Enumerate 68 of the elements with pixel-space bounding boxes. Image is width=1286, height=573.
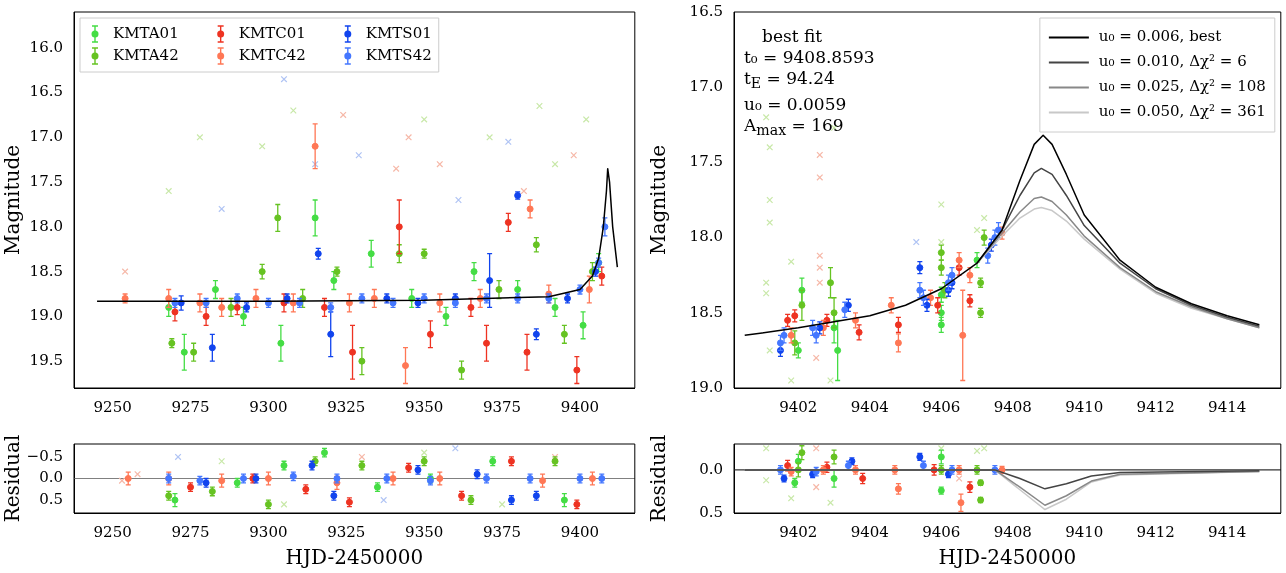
y-tick-label: 16.0 [29, 37, 63, 56]
y-tick-label: 17.0 [689, 77, 723, 96]
y-tick-label: 0.0 [39, 468, 63, 487]
y-axis-title: Residual [0, 434, 25, 523]
y-tick-label: 19.5 [29, 351, 63, 370]
x-tick-label: 9414 [1208, 397, 1247, 416]
y-tick-label: 0.5 [39, 489, 63, 508]
x-tick-label: 9350 [405, 397, 444, 416]
x-tick-label: 9325 [327, 522, 366, 541]
y-tick-label: 19.0 [689, 377, 723, 396]
x-tick-label: 9300 [249, 522, 288, 541]
x-tick-label: 9410 [1065, 397, 1104, 416]
x-tick-label: 9350 [405, 522, 444, 541]
x-tick-label: 9375 [482, 397, 522, 416]
y-tick-label: 17.5 [29, 171, 63, 190]
y-tick-label: −0.5 [26, 446, 63, 465]
legend-label: u₀ = 0.050, Δχ² = 361 [1098, 102, 1266, 121]
y-tick-label: 0.5 [699, 502, 723, 521]
x-axis-title: HJD-2450000 [938, 545, 1077, 570]
legend-label: KMTC42 [238, 45, 306, 64]
x-tick-label: 9408 [993, 522, 1032, 541]
annotation: best fit [761, 26, 824, 47]
annotation: A$_{max}$ = 169 [744, 115, 845, 141]
y-tick-label: 0.0 [699, 459, 723, 478]
x-tick-label: 9325 [327, 397, 366, 416]
x-tick-label: 9406 [922, 397, 961, 416]
x-tick-label: 9408 [993, 397, 1032, 416]
x-axis-title: HJD-2450000 [285, 545, 424, 570]
x-tick-label: 9375 [482, 522, 522, 541]
legend-label: u₀ = 0.025, Δχ² = 108 [1098, 77, 1266, 96]
legend-label: KMTS01 [365, 23, 432, 42]
x-tick-label: 9250 [93, 522, 132, 541]
x-tick-label: 9400 [560, 397, 600, 416]
y-tick-label: 16.5 [689, 1, 723, 20]
y-axis-title: Residual [646, 434, 671, 523]
x-tick-label: 9414 [1208, 522, 1247, 541]
x-tick-label: 9412 [1136, 522, 1175, 541]
legend-label: KMTA42 [113, 45, 179, 64]
x-tick-label: 9404 [850, 397, 889, 416]
legend-label: KMTC01 [238, 23, 306, 42]
x-tick-label: 9402 [779, 522, 818, 541]
annotation: t$_{E}$ = 94.24 [744, 68, 836, 94]
y-tick-label: 18.5 [29, 261, 63, 280]
legend-label: KMTS42 [365, 45, 432, 64]
x-tick-label: 9250 [93, 397, 132, 416]
x-tick-label: 9400 [560, 522, 600, 541]
legend-label: u₀ = 0.010, Δχ² = 6 [1098, 52, 1247, 71]
y-axis-title: Magnitude [0, 144, 25, 256]
legend-label: KMTA01 [113, 23, 179, 42]
y-tick-label: 18.0 [689, 227, 723, 246]
y-tick-label: 17.5 [689, 152, 723, 171]
y-tick-label: 18.5 [689, 302, 723, 321]
annotation: u₀ = 0.0059 [744, 94, 848, 116]
legend-label: u₀ = 0.006, best [1098, 27, 1222, 46]
x-tick-label: 9412 [1136, 397, 1175, 416]
x-tick-label: 9275 [171, 522, 210, 541]
y-tick-label: 19.0 [29, 306, 63, 325]
y-axis-title: Magnitude [646, 144, 671, 256]
x-tick-label: 9402 [779, 397, 818, 416]
y-tick-label: 16.5 [29, 82, 63, 101]
y-tick-label: 17.0 [29, 127, 63, 146]
x-tick-label: 9275 [171, 397, 210, 416]
x-tick-label: 9406 [922, 522, 961, 541]
x-tick-label: 9300 [249, 397, 288, 416]
annotation: t₀ = 9408.8593 [744, 47, 875, 68]
x-tick-label: 9410 [1065, 522, 1104, 541]
x-tick-label: 9404 [850, 522, 889, 541]
y-tick-label: 18.0 [29, 216, 63, 235]
